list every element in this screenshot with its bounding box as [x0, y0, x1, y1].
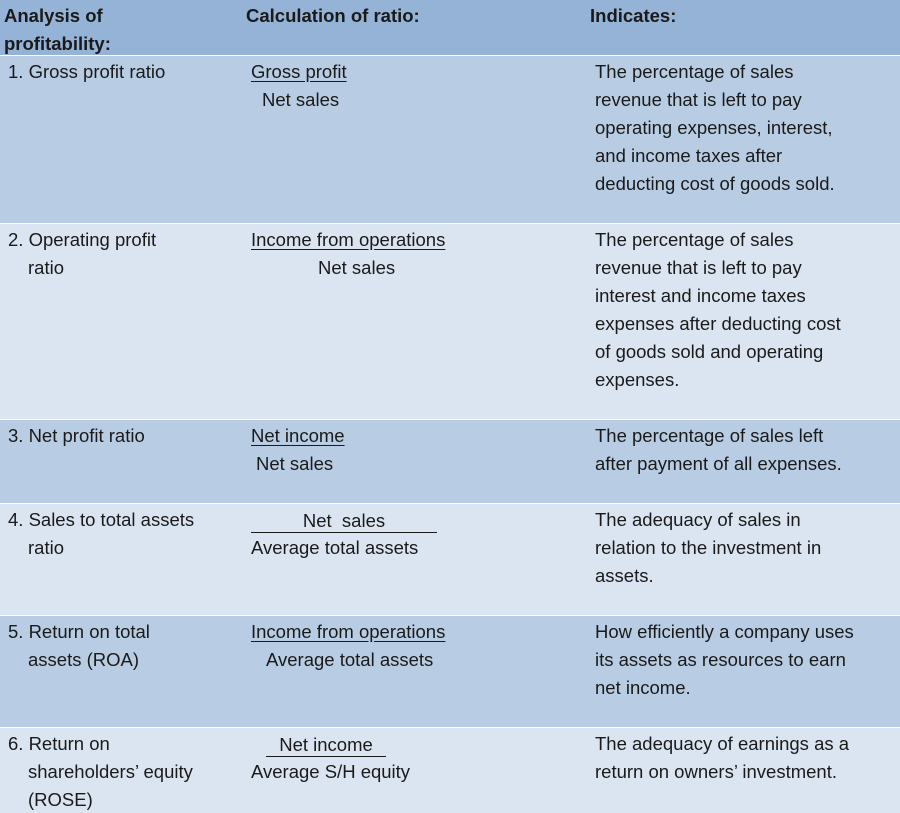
- indicates-text: revenue that is left to pay: [595, 89, 802, 110]
- denominator: Average S/H equity: [251, 761, 411, 782]
- numerator: Gross profit: [251, 61, 347, 82]
- denominator: Net sales: [262, 89, 340, 110]
- indicates-text: expenses.: [595, 369, 680, 390]
- denominator: Net sales: [256, 453, 334, 474]
- indicates-text: assets.: [595, 565, 654, 586]
- indicates-text: operating expenses, interest,: [595, 117, 833, 138]
- numerator: Net sales: [251, 510, 437, 533]
- analysis-text: 3. Net profit ratio: [8, 425, 145, 446]
- header-cell: profitability:: [4, 33, 111, 54]
- table-row: [0, 728, 900, 813]
- numerator: Income from operations: [251, 621, 446, 642]
- indicates-text: interest and income taxes: [595, 285, 806, 306]
- indicates-text: revenue that is left to pay: [595, 257, 802, 278]
- denominator: Net sales: [318, 257, 396, 278]
- denominator: Average total assets: [266, 649, 434, 670]
- indicates-text: relation to the investment in: [595, 537, 822, 558]
- analysis-text: (ROSE): [28, 789, 93, 810]
- indicates-text: expenses after deducting cost: [595, 313, 841, 334]
- analysis-text: 1. Gross profit ratio: [8, 61, 166, 82]
- analysis-text: assets (ROA): [28, 649, 140, 670]
- table-row: [0, 56, 900, 223]
- numerator: Net income: [266, 734, 386, 757]
- table-row: [0, 224, 900, 419]
- table-row: [0, 504, 900, 615]
- analysis-text: 5. Return on total: [8, 621, 150, 642]
- table-row: [0, 616, 900, 727]
- indicates-text: net income.: [595, 677, 691, 698]
- indicates-text: The adequacy of earnings as a: [595, 733, 850, 754]
- analysis-text: 6. Return on: [8, 733, 110, 754]
- indicates-text: The adequacy of sales in: [595, 509, 801, 530]
- analysis-text: shareholders’ equity: [28, 761, 193, 782]
- numerator: Income from operations: [251, 229, 446, 250]
- indicates-text: The percentage of sales left: [595, 425, 824, 446]
- denominator: Average total assets: [251, 537, 419, 558]
- indicates-text: its assets as resources to earn: [595, 649, 846, 670]
- indicates-text: deducting cost of goods sold.: [595, 173, 835, 194]
- indicates-text: after payment of all expenses.: [595, 453, 842, 474]
- numerator: Net income: [251, 425, 345, 446]
- indicates-text: return on owners’ investment.: [595, 761, 837, 782]
- indicates-text: and income taxes after: [595, 145, 783, 166]
- analysis-text: ratio: [28, 537, 64, 558]
- header-cell: Analysis of: [4, 5, 103, 26]
- indicates-text: of goods sold and operating: [595, 341, 824, 362]
- header-row: [0, 0, 900, 55]
- table-row: [0, 420, 900, 503]
- header-cell: Calculation of ratio:: [246, 5, 420, 26]
- indicates-text: How efficiently a company uses: [595, 621, 854, 642]
- indicates-text: The percentage of sales: [595, 229, 794, 250]
- analysis-text: 4. Sales to total assets: [8, 509, 195, 530]
- indicates-text: The percentage of sales: [595, 61, 794, 82]
- analysis-text: ratio: [28, 257, 64, 278]
- analysis-text: 2. Operating profit: [8, 229, 157, 250]
- header-cell: Indicates:: [590, 5, 677, 26]
